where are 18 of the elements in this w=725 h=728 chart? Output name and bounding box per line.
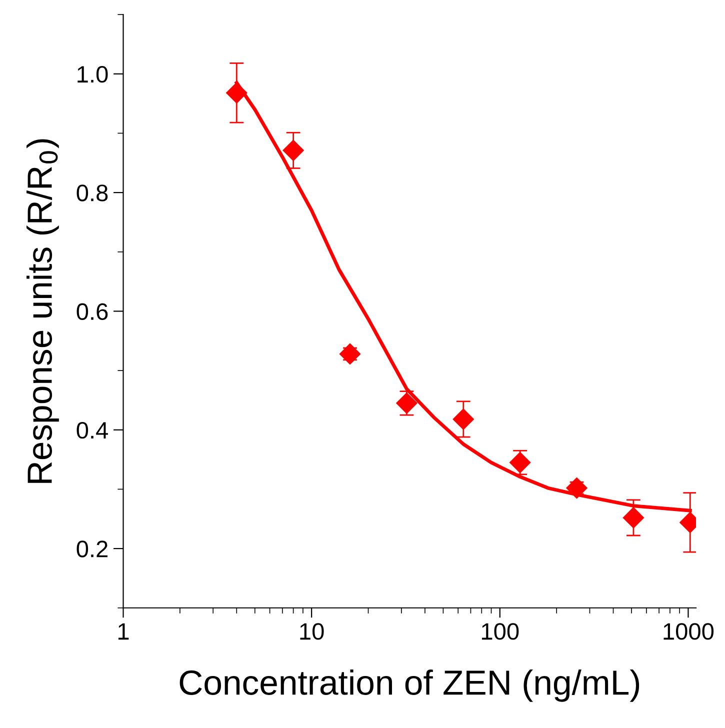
x-tick-label: 1000 bbox=[664, 623, 714, 640]
y-axis-title: Response units (R/R$_{0}$) bbox=[26, 139, 59, 483]
x-tick-label: 1 bbox=[118, 623, 129, 640]
point bbox=[566, 478, 588, 499]
point bbox=[226, 82, 248, 104]
y-tick-label: 0.6 bbox=[76, 303, 108, 320]
point bbox=[622, 507, 644, 528]
y-tick-label: 0.2 bbox=[76, 540, 108, 558]
point bbox=[282, 140, 304, 161]
x-tick-label: 10 bbox=[300, 623, 324, 640]
x-axis-title: Concentration of ZEN (ng/mL) bbox=[180, 669, 640, 702]
point bbox=[510, 452, 531, 474]
y-tick-label: 1.0 bbox=[78, 66, 108, 83]
point bbox=[452, 408, 474, 430]
y-tick-label: 0.4 bbox=[76, 422, 108, 439]
point bbox=[339, 343, 361, 364]
y-tick-label: 0.8 bbox=[76, 184, 108, 202]
x-tick-label: 100 bbox=[482, 623, 519, 640]
